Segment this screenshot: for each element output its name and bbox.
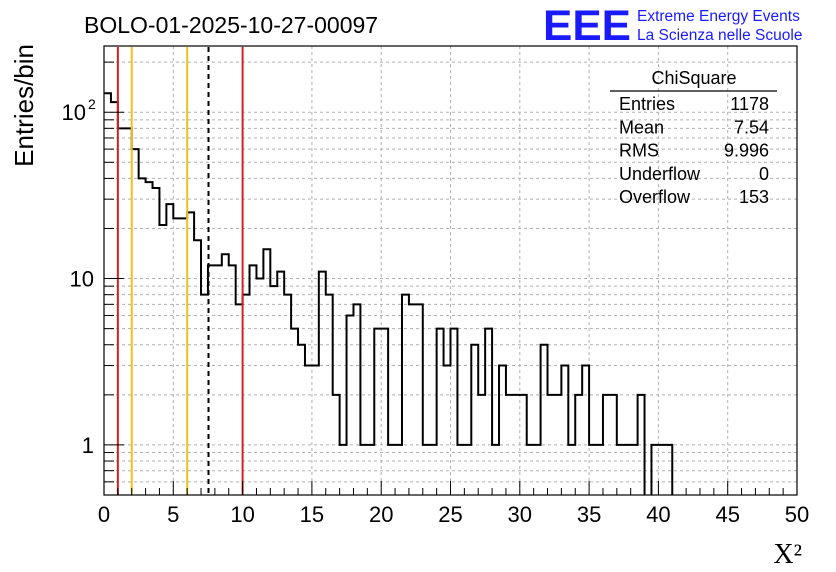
y-tick-label: 10 — [62, 100, 86, 125]
stats-label: Mean — [619, 117, 664, 137]
histogram-bin — [312, 366, 319, 495]
stats-value: 7.54 — [734, 117, 769, 137]
histogram-bin — [437, 329, 444, 495]
y-axis-label: Entries/bin — [9, 44, 39, 167]
stats-value: 9.996 — [724, 141, 769, 161]
histogram-bin — [347, 315, 354, 495]
stats-rows: Entries 1178 Mean 7.54 RMS 9.996 Underflow 0 Ove… — [619, 94, 769, 207]
histogram-bin — [471, 345, 478, 495]
stats-label: Entries — [619, 94, 675, 114]
chart-title: BOLO-01-2025-10-27-00097 — [84, 12, 378, 38]
eee-logo-line2: La Scienza nelle Scuole — [637, 27, 802, 44]
histogram-bin — [353, 304, 360, 495]
stats-label: Underflow — [619, 164, 701, 184]
histogram-bin — [485, 329, 492, 495]
stats-value: 153 — [739, 187, 769, 207]
x-tick-label: 30 — [508, 502, 532, 527]
histogram-bin — [104, 93, 111, 495]
x-tick-label: 25 — [438, 502, 462, 527]
histogram-bin — [125, 128, 132, 495]
histogram-bin — [166, 204, 173, 495]
x-tick-label: 35 — [577, 502, 601, 527]
histogram-bin — [582, 366, 589, 495]
x-tick-label: 15 — [300, 502, 324, 527]
stats-label: RMS — [619, 141, 659, 161]
x-tick-label: 50 — [785, 502, 809, 527]
histogram-bin — [381, 329, 388, 495]
histogram-bin — [416, 304, 423, 495]
histogram-bin — [305, 366, 312, 495]
histogram-bin — [256, 279, 263, 495]
histogram-bin — [444, 366, 451, 495]
x-tick-label: 40 — [646, 502, 670, 527]
histogram-bin — [159, 225, 166, 495]
histogram-bin — [561, 366, 568, 495]
x-tick-label: 45 — [715, 502, 739, 527]
histogram-bin — [541, 345, 548, 495]
histogram-bin — [139, 178, 146, 495]
y-tick-label: 10 — [70, 267, 94, 292]
eee-logo-mark: EEE — [543, 2, 631, 50]
stats-title: ChiSquare — [651, 68, 736, 88]
histogram-bin — [298, 345, 305, 495]
stats-label: Overflow — [619, 187, 691, 207]
histogram-bin — [374, 329, 381, 495]
histogram-bin — [499, 366, 506, 495]
x-tick-label: 0 — [98, 502, 110, 527]
histogram-bin — [180, 218, 187, 495]
histogram-bin — [118, 128, 125, 495]
y-tick-exponent: 2 — [88, 96, 96, 112]
x-axis-label: X² — [773, 539, 802, 570]
histogram-bin — [153, 188, 160, 495]
eee-logo: EEE Extreme Energy Events La Scienza nel… — [543, 2, 802, 50]
stats-value: 0 — [759, 164, 769, 184]
histogram-bin — [409, 304, 416, 495]
histogram-bin — [451, 329, 458, 495]
histogram-bin — [173, 218, 180, 495]
histogram-bin — [236, 304, 243, 495]
histogram-bin — [111, 102, 118, 495]
y-tick-label: 1 — [82, 433, 94, 458]
histogram-bin — [291, 329, 298, 495]
stats-box: ChiSquare Entries 1178 Mean 7.54 RMS 9.996 Und… — [610, 68, 777, 207]
eee-logo-line1: Extreme Energy Events — [637, 8, 800, 25]
grid — [104, 46, 797, 495]
x-tick-label: 20 — [369, 502, 393, 527]
histogram-bin — [270, 286, 277, 495]
stats-value: 1178 — [730, 94, 769, 114]
x-tick-label: 10 — [230, 502, 254, 527]
histogram-bin — [132, 149, 139, 495]
x-tick-label: 5 — [167, 502, 179, 527]
histogram-bin — [222, 254, 229, 495]
histogram-bin — [146, 182, 153, 495]
marker-lines — [116, 47, 244, 495]
